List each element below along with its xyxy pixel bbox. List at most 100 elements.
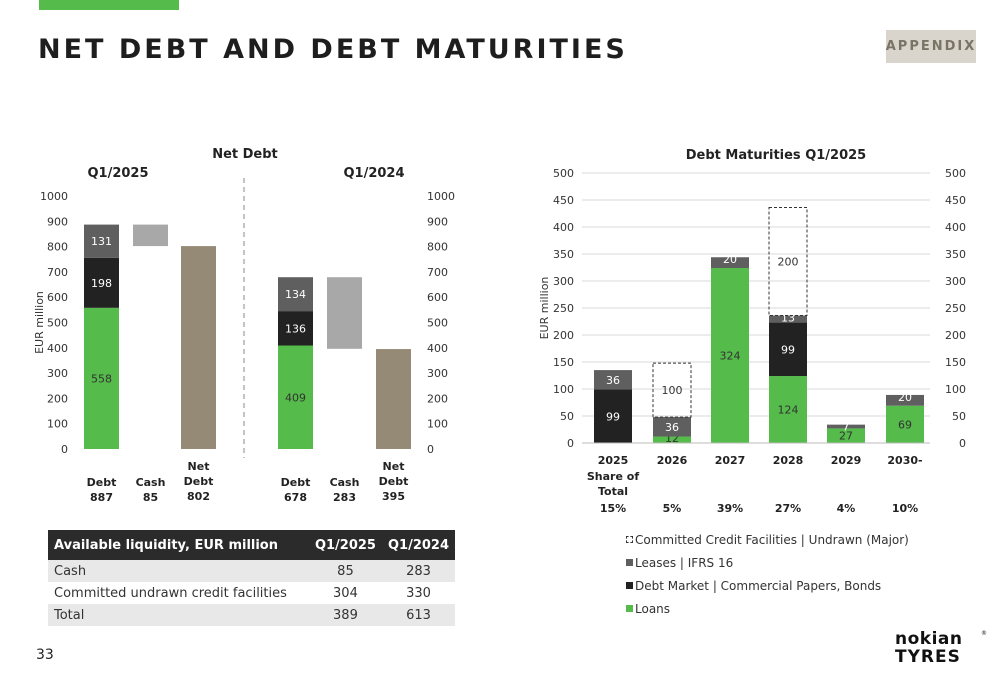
legend-item-leases: Leases | IFRS 16 — [626, 551, 909, 574]
bar-leases — [653, 417, 691, 437]
bar-cash — [327, 277, 362, 349]
chart-title: Debt Maturities Q1/2025 — [686, 148, 866, 163]
share-caption: Total — [598, 485, 628, 498]
registered-mark: ® — [981, 630, 987, 637]
bar-debt-loans — [278, 345, 313, 449]
bar-leases — [827, 424, 865, 429]
bar-leases — [711, 257, 749, 269]
legend-item-loans: Loans — [626, 597, 909, 620]
share-label: 15% — [600, 502, 626, 515]
y-tick-label: 100 — [553, 383, 574, 396]
row-value: 389 — [308, 604, 382, 626]
y2-tick-label: 500 — [945, 167, 966, 180]
liquidity-header-row: Available liquidity, EUR million Q1/2025… — [48, 530, 455, 560]
y-tick-label: 0 — [567, 437, 574, 450]
y2-tick-label: 500 — [427, 317, 448, 330]
data-label: 198 — [91, 277, 112, 290]
y2-tick-label: 100 — [945, 383, 966, 396]
accent-bar — [39, 0, 179, 10]
table-row: Total 389 613 — [48, 604, 455, 626]
y-tick-label: 300 — [47, 367, 68, 380]
legend-item-undrawn: Committed Credit Facilities | Undrawn (M… — [626, 528, 909, 551]
x-tick-label: 802 — [187, 490, 210, 503]
x-tick-label: Debt — [281, 476, 311, 489]
data-label: 124 — [778, 404, 799, 417]
legend-label: Debt Market | Commercial Papers, Bonds — [635, 578, 882, 593]
y-tick-label: 400 — [47, 342, 68, 355]
data-label: 200 — [778, 256, 799, 269]
y-tick-label: 1000 — [40, 190, 68, 203]
y2-tick-label: 150 — [945, 356, 966, 369]
x-tick-label: Net — [383, 460, 405, 473]
y2-tick-label: 300 — [945, 275, 966, 288]
data-label: 324 — [720, 350, 741, 363]
bar-leases — [594, 370, 632, 390]
y-axis-label: EUR million — [33, 291, 46, 354]
y-tick-label: 200 — [553, 329, 574, 342]
y2-tick-label: 100 — [427, 418, 448, 431]
y2-tick-label: 450 — [945, 194, 966, 207]
x-tick-label: 887 — [90, 491, 113, 504]
y-tick-label: 100 — [47, 418, 68, 431]
y-tick-label: 300 — [553, 275, 574, 288]
x-tick-label: Debt — [87, 476, 117, 489]
bar-leases — [769, 315, 807, 323]
y-tick-label: 600 — [47, 291, 68, 304]
y2-tick-label: 0 — [427, 443, 434, 456]
y2-tick-label: 400 — [427, 342, 448, 355]
x-tick-label: 2030- — [887, 454, 922, 467]
x-tick-label: 395 — [382, 490, 405, 503]
y2-tick-label: 0 — [959, 437, 966, 450]
y-tick-label: 900 — [47, 215, 68, 228]
x-tick-label: 2028 — [773, 454, 804, 467]
bar-debt — [594, 389, 632, 443]
bar-loans — [769, 376, 807, 443]
y-tick-label: 50 — [560, 410, 574, 423]
share-label: 39% — [717, 502, 743, 515]
row-value: 330 — [406, 585, 431, 601]
legend-label: Committed Credit Facilities | Undrawn (M… — [635, 532, 909, 547]
data-label: 136 — [285, 322, 306, 335]
bar-debt-debt-market — [84, 257, 119, 308]
y2-tick-label: 400 — [945, 221, 966, 234]
bar-loans — [653, 436, 691, 443]
data-label: 36 — [606, 374, 620, 387]
y2-tick-label: 700 — [427, 266, 448, 279]
y2-tick-label: 800 — [427, 241, 448, 254]
appendix-badge: APPENDIX — [886, 30, 976, 63]
y2-tick-label: 200 — [945, 329, 966, 342]
bar-loans — [711, 268, 749, 443]
bar-leases — [886, 394, 924, 406]
bar-debt-loans — [84, 307, 119, 449]
share-label: 27% — [775, 502, 801, 515]
bar-net-debt — [376, 349, 411, 449]
legend-item-debt-market: Debt Market | Commercial Papers, Bonds — [626, 574, 909, 597]
y-tick-label: 500 — [47, 317, 68, 330]
row-label: Cash — [48, 560, 309, 582]
y-tick-label: 350 — [553, 248, 574, 261]
x-tick-label: Net — [188, 460, 210, 473]
data-label: 100 — [662, 384, 683, 397]
chart-title: Net Debt — [212, 147, 278, 162]
x-tick-label: 2027 — [715, 454, 746, 467]
data-label: 20 — [723, 253, 737, 266]
x-tick-label: Cash — [136, 476, 166, 489]
y-tick-label: 500 — [553, 167, 574, 180]
debt-maturities-chart: Debt Maturities Q1/202505010015020025030… — [538, 148, 966, 515]
y-tick-label: 250 — [553, 302, 574, 315]
x-tick-label: 283 — [333, 491, 356, 504]
data-label: 27 — [839, 430, 853, 443]
share-label: 4% — [837, 502, 856, 515]
y2-tick-label: 300 — [427, 367, 448, 380]
data-label: 69 — [898, 418, 912, 431]
row-label: Total — [48, 604, 309, 626]
liquidity-header-label: Available liquidity, EUR million — [48, 530, 309, 560]
data-label: 99 — [606, 410, 620, 423]
y-axis-label: EUR million — [538, 277, 551, 340]
x-tick-label: Debt — [184, 475, 214, 488]
y2-tick-label: 350 — [945, 248, 966, 261]
data-label: 7 — [843, 421, 850, 434]
y2-tick-label: 50 — [952, 410, 966, 423]
bar-cash — [133, 224, 168, 247]
group-label: Q1/2024 — [343, 166, 404, 181]
